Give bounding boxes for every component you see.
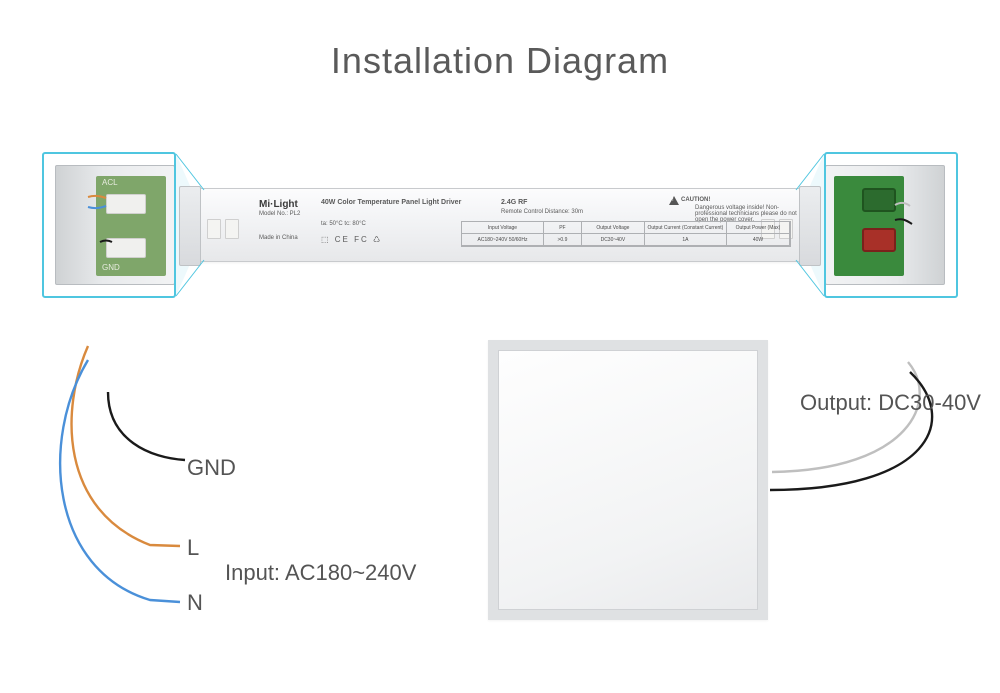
driver-cert: ⬚ CE FC ♺ — [321, 235, 382, 244]
left-connector-acl — [106, 194, 146, 214]
wire-L — [72, 346, 180, 546]
wire-out-2 — [772, 362, 920, 472]
driver-made-in: Made in China — [259, 235, 298, 241]
driver-desc: 40W Color Temperature Panel Light Driver — [321, 199, 461, 206]
left-pcb — [96, 176, 166, 276]
driver-conn-in-1 — [207, 219, 221, 239]
page-title: Installation Diagram — [0, 0, 1000, 82]
right-terminal — [825, 165, 945, 285]
label-input: Input: AC180~240V — [225, 560, 416, 586]
td-input-voltage: AC180~240V 50/60Hz — [462, 234, 544, 246]
wire-N — [60, 360, 180, 602]
led-driver: Mi·Light Model No.: PL2 40W Color Temper… — [180, 188, 820, 262]
driver-endcap-left — [179, 186, 201, 266]
driver-temp: ta: 50°C tc: 80°C — [321, 221, 366, 227]
th-output-voltage: Output Voltage — [582, 222, 645, 234]
label-output: Output: DC30-40V — [800, 390, 981, 416]
label-gnd: GND — [187, 455, 236, 481]
td-pf: >0.9 — [544, 234, 582, 246]
driver-brand: Mi·Light — [259, 199, 298, 210]
left-terminal: ACL GND — [55, 165, 175, 285]
th-input-voltage: Input Voltage — [462, 222, 544, 234]
led-panel — [488, 340, 768, 620]
right-component-1 — [862, 188, 896, 212]
driver-conn-in-2 — [225, 219, 239, 239]
driver-caution-title: CAUTION! — [681, 197, 710, 203]
left-pcb-bottom-label: GND — [102, 263, 120, 272]
wire-gnd — [108, 392, 185, 460]
driver-endcap-right — [799, 186, 821, 266]
th-output-current: Output Current (Constant Current) — [645, 222, 727, 234]
driver-distance: Remote Control Distance: 30m — [501, 209, 583, 215]
right-component-2 — [862, 228, 896, 252]
label-N: N — [187, 590, 203, 616]
th-pf: PF — [544, 222, 582, 234]
left-pcb-top-label: ACL — [102, 178, 118, 187]
driver-model: Model No.: PL2 — [259, 211, 300, 217]
caution-icon — [669, 196, 679, 205]
left-connector-gnd — [106, 238, 146, 258]
label-L: L — [187, 535, 199, 561]
td-output-current: 1A — [645, 234, 727, 246]
driver-spec-table: Input Voltage PF Output Voltage Output C… — [461, 221, 791, 247]
th-output-power: Output Power (Max) — [727, 222, 790, 234]
td-output-power: 40W — [727, 234, 790, 246]
td-output-voltage: DC30~40V — [582, 234, 645, 246]
diagram-stage: ACL GND Mi·Light Model No.: PL2 40W Colo… — [0, 150, 1000, 693]
driver-rf: 2.4G RF — [501, 199, 527, 206]
